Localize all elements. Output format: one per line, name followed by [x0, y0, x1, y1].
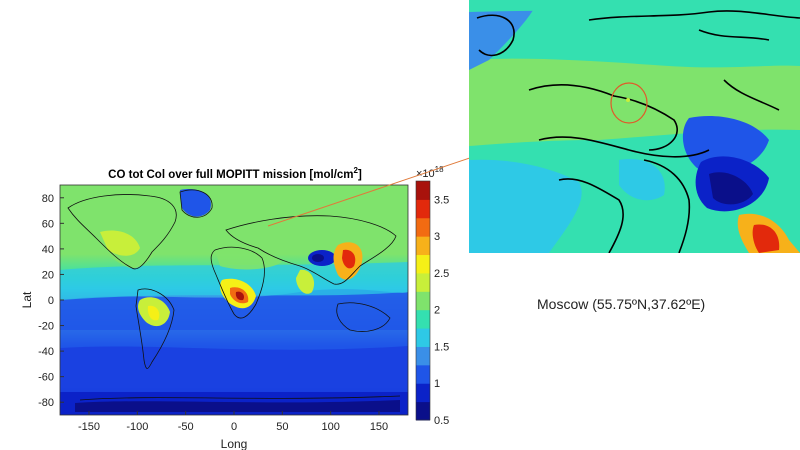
x-tick-label: 100: [321, 421, 339, 433]
x-tick-label: 150: [370, 421, 388, 433]
coastlines: [67, 189, 401, 401]
inset-coastlines: [476, 10, 800, 253]
colorbar-segment: [416, 346, 430, 366]
colorbar-multiplier: ×1018: [416, 165, 444, 180]
y-tick-label: -40: [38, 346, 54, 358]
colorbar: 0.5 1 1.5 2 2.5 3 3.5: [415, 180, 449, 427]
y-tick-label: 20: [42, 269, 54, 281]
x-tick-label: -150: [78, 421, 100, 433]
y-axis: 80 60 40 20 0 -20 -40 -60 -80: [38, 193, 64, 409]
colorbar-segment: [416, 181, 430, 200]
colorbar-tick-label: 2.5: [434, 268, 449, 280]
colorbar-tick-label: 3.5: [434, 194, 449, 206]
colorbar-tick-label: 1: [434, 378, 440, 390]
colorbar-segment: [416, 383, 430, 403]
location-annotation: Moscow (55.75ºN,37.62ºE): [537, 296, 706, 312]
colorbar-segment: [416, 236, 430, 256]
x-axis: -150 -100 -50 0 50 100 150: [78, 411, 388, 433]
colorbar-segment: [416, 199, 430, 219]
colorbar-segment: [416, 272, 430, 292]
colorbar-segment: [416, 401, 430, 421]
x-tick-label: -50: [178, 421, 194, 433]
colorbar-segment: [416, 217, 430, 237]
chart-title: CO tot Col over full MOPITT mission [mol…: [108, 166, 362, 181]
colorbar-segment: [416, 328, 430, 347]
moscow-point: [626, 98, 630, 102]
colorbar-tick-label: 0.5: [434, 415, 449, 427]
colorbar-frame: [415, 180, 431, 421]
colorbar-tick-label: 2: [434, 305, 440, 317]
y-tick-label: 60: [42, 218, 54, 230]
y-tick-label: -80: [38, 397, 54, 409]
heatmap-field: [60, 185, 408, 415]
y-axis-label: Lat: [20, 291, 34, 308]
colorbar-tick-label: 3: [434, 231, 440, 243]
y-tick-label: -20: [38, 321, 54, 333]
colorbar-segment: [416, 309, 430, 329]
inset-europe-asia-map: [469, 0, 800, 253]
x-tick-label: 0: [231, 421, 237, 433]
y-tick-label: -60: [38, 372, 54, 384]
colorbar-segment: [416, 291, 430, 311]
y-tick-label: 0: [48, 295, 54, 307]
x-axis-label: Long: [221, 437, 248, 450]
colorbar-segment: [416, 364, 430, 384]
moscow-highlight-circle: [610, 82, 648, 124]
colorbar-tick-label: 1.5: [434, 341, 449, 353]
colorbar-segment: [416, 254, 430, 274]
x-tick-label: -100: [126, 421, 148, 433]
x-tick-label: 50: [276, 421, 288, 433]
y-tick-label: 40: [42, 244, 54, 256]
y-tick-label: 80: [42, 193, 54, 205]
